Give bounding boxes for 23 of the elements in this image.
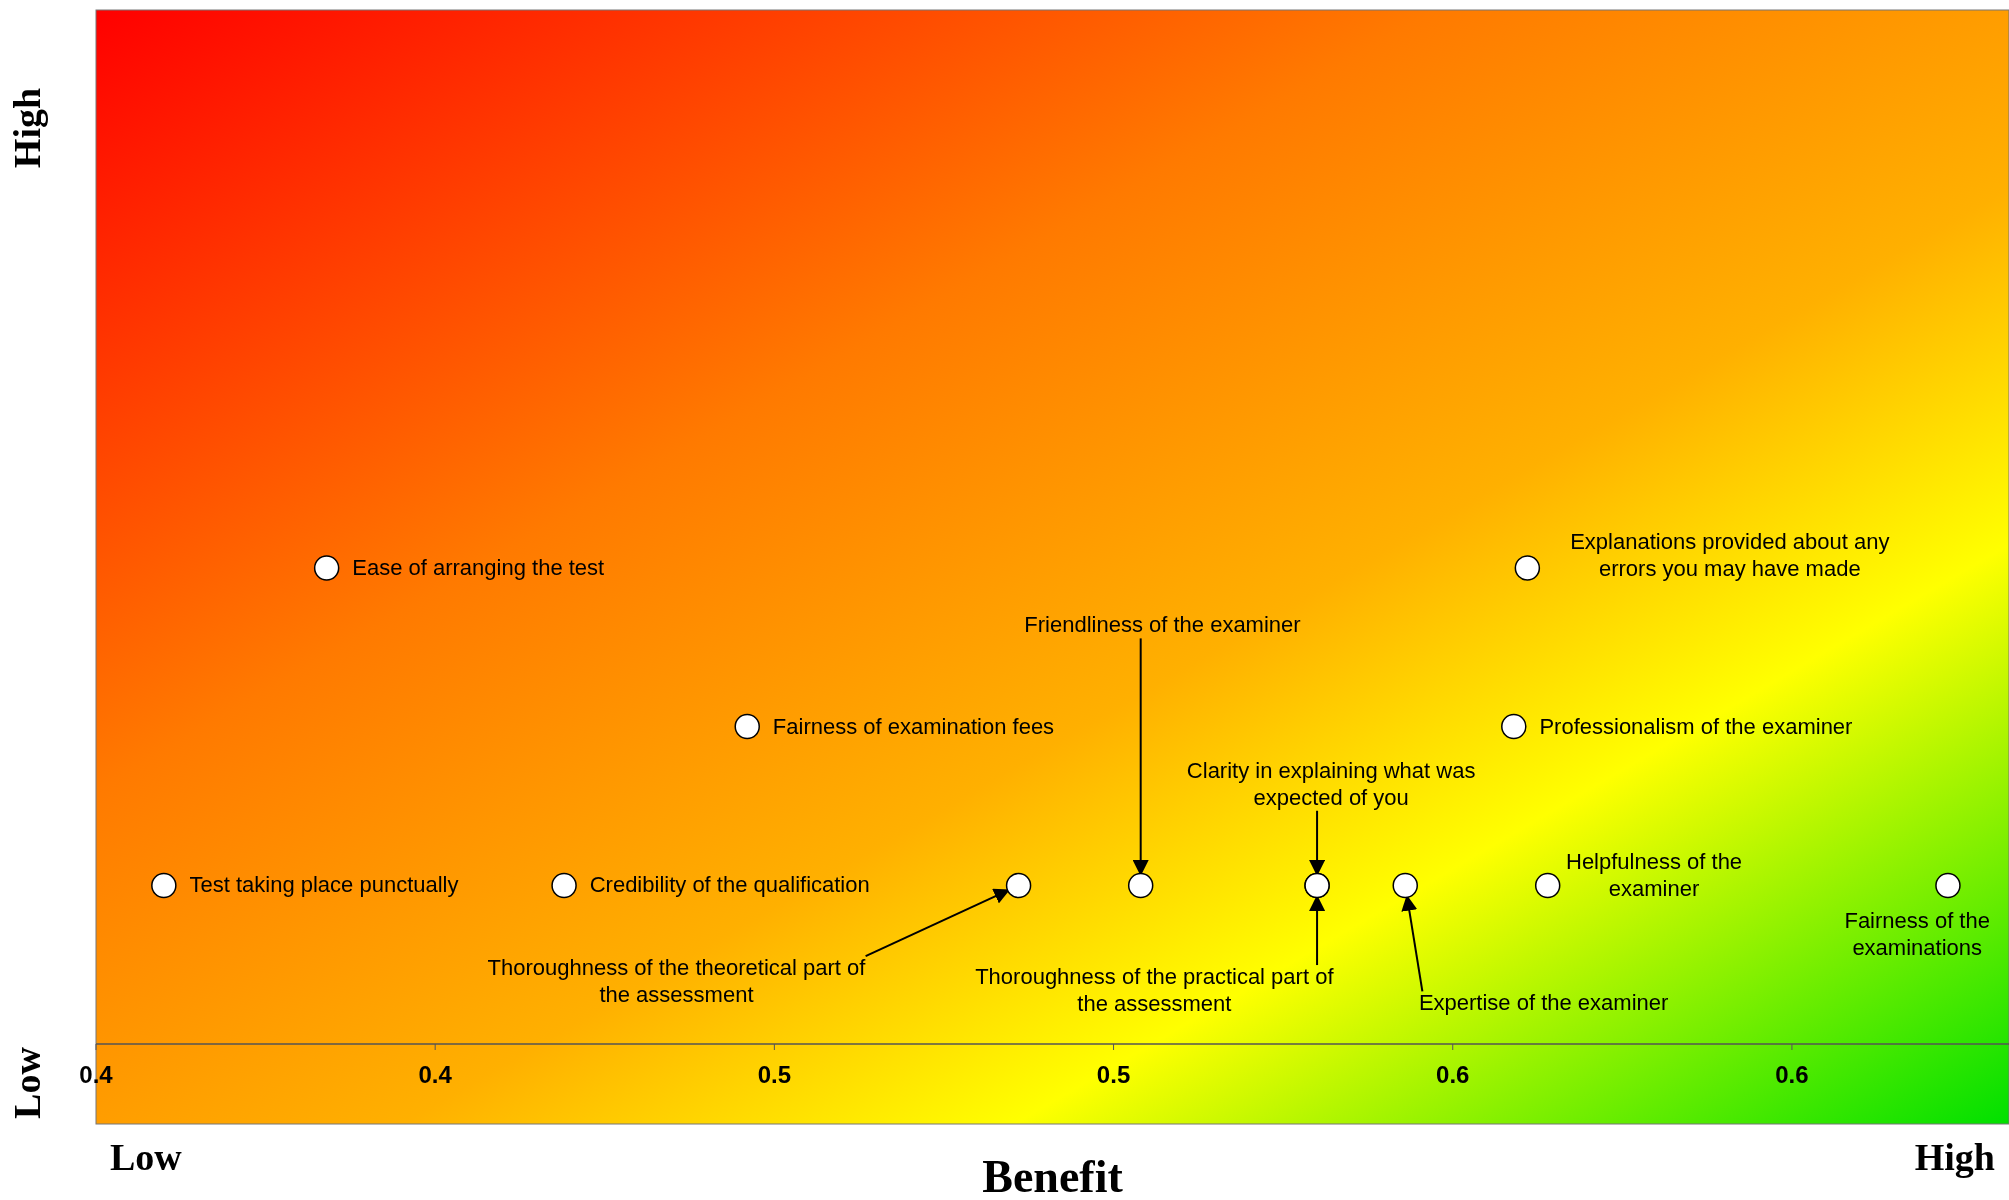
annotation: Fairness of examination fees: [772, 713, 1055, 739]
text: Low: [110, 1136, 183, 1178]
x-tick-label: 0.5: [1096, 1061, 1131, 1088]
annotation: Ease of arranging the test: [352, 555, 605, 580]
annotation: Clarity in explaining what was expected of you: [1186, 757, 1476, 810]
annotation: Fairness of the examinations: [1844, 907, 1990, 960]
text: High: [1914, 1136, 1995, 1178]
annotation: Test taking place punctually: [189, 872, 459, 898]
annotation: Friendliness of the examiner: [1024, 612, 1301, 638]
annotation: Helpfulness of the examiner: [1566, 848, 1743, 901]
x-tick-label: 0.5: [757, 1061, 792, 1088]
annotation: Explanations provided about any errors you may have made: [1570, 528, 1890, 581]
text: High: [6, 87, 48, 169]
annotation: Professionalism of the examiner: [1539, 713, 1853, 739]
annotation: Thoroughness of the theoretical part of the assessment: [487, 955, 867, 1008]
x-tick-label: 0.4: [418, 1061, 453, 1088]
text: Low: [6, 1046, 48, 1119]
x-axis-title: Benefit: [982, 1151, 1124, 1200]
annotation: Expertise of the examiner: [1418, 990, 1669, 1016]
annotation: Thoroughness of the practical part of the assessment: [975, 964, 1335, 1017]
annotation: Credibility of the qualification: [589, 872, 870, 898]
x-tick-label: 0.6: [1436, 1061, 1470, 1088]
x-tick-label: 0.6: [1775, 1061, 1809, 1088]
